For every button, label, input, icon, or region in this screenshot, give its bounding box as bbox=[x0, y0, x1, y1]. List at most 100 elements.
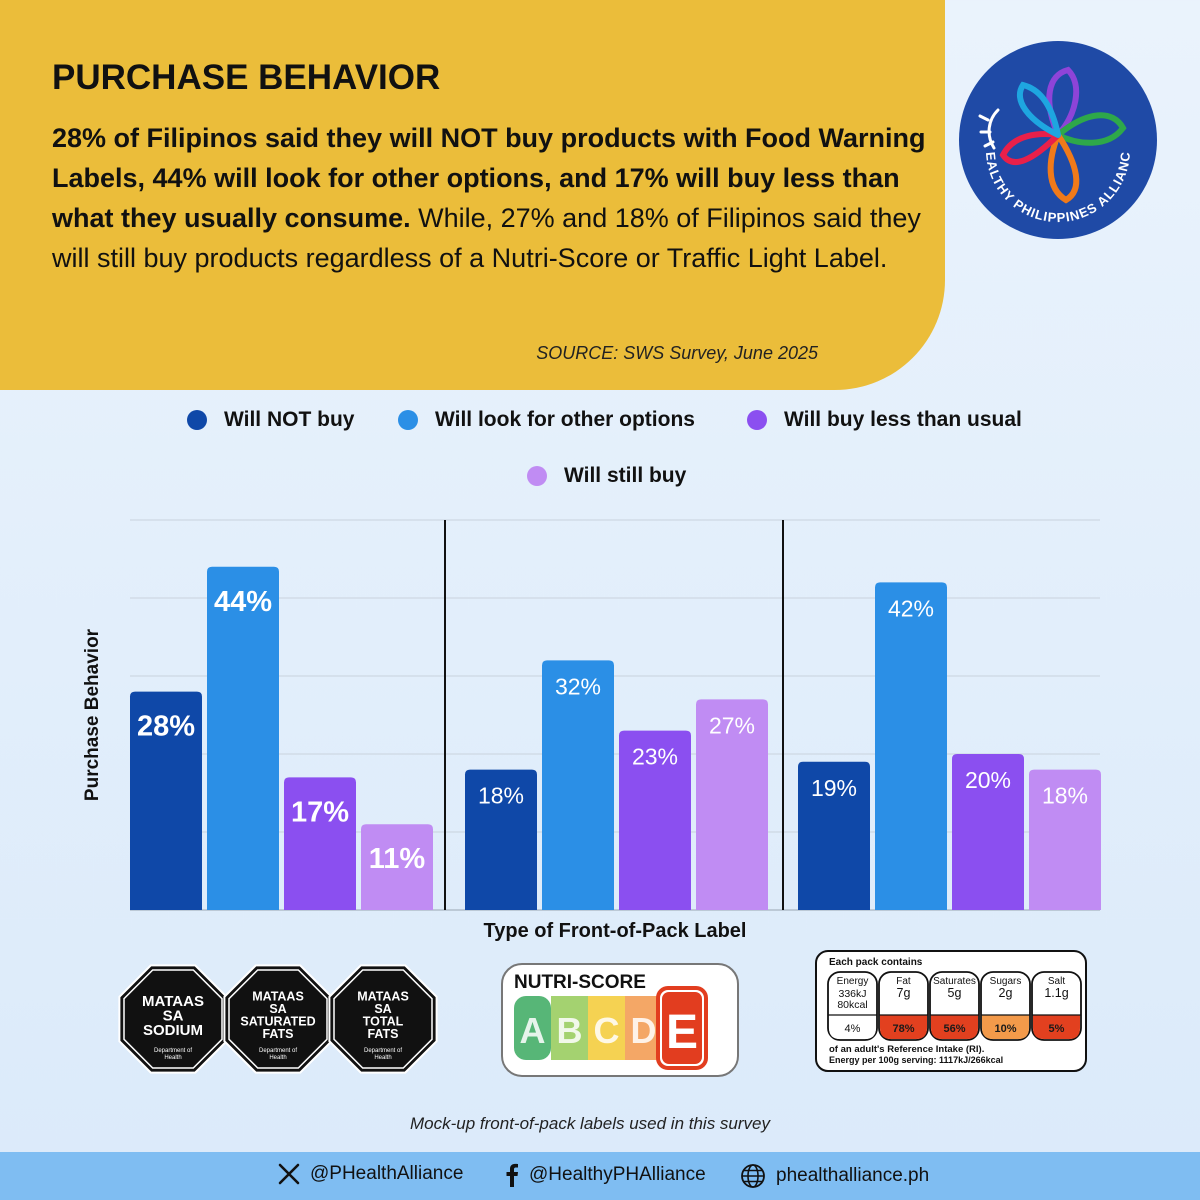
traffic-amount: 1.1g bbox=[1044, 986, 1068, 1000]
warning-text: FATS bbox=[262, 1027, 293, 1041]
traffic-percent: 10% bbox=[994, 1023, 1016, 1035]
facebook-icon bbox=[506, 1163, 518, 1187]
traffic-amount: 336kJ bbox=[838, 988, 866, 1000]
bar bbox=[875, 582, 947, 910]
traffic-amount: 5g bbox=[948, 986, 962, 1000]
warning-dept: Health bbox=[374, 1055, 391, 1061]
mockup-note: Mock-up front-of-pack labels used in thi… bbox=[410, 1114, 770, 1133]
summary-text: 28% of Filipinos said they will NOT buy … bbox=[52, 118, 942, 278]
warning-text: SA bbox=[374, 1002, 391, 1016]
data-label: 23% bbox=[632, 744, 678, 770]
bar bbox=[361, 824, 433, 910]
bar bbox=[798, 761, 870, 910]
warning-text: SA bbox=[163, 1007, 184, 1024]
traffic-percent: 78% bbox=[892, 1023, 914, 1035]
traffic-amount: 7g bbox=[897, 986, 911, 1000]
traffic-name: Sugars bbox=[990, 976, 1022, 987]
website-link[interactable]: phealthalliance.ph bbox=[740, 1163, 929, 1189]
nutri-letter: E bbox=[666, 1006, 698, 1059]
traffic-name: Saturates bbox=[933, 976, 976, 987]
nutri-letter: A bbox=[520, 1010, 546, 1051]
traffic-footer-2: Energy per 100g serving: 1117kJ/266kcal bbox=[829, 1055, 1003, 1065]
traffic-name: Salt bbox=[1048, 976, 1065, 987]
traffic-header: Each pack contains bbox=[829, 957, 923, 968]
bar bbox=[284, 777, 356, 910]
legend-look-other: Will look for other options bbox=[398, 408, 695, 432]
warning-text: MATAAS bbox=[357, 990, 409, 1004]
traffic-light-label: Each pack contains of an adult's Referen… bbox=[815, 950, 1087, 1072]
traffic-amount: 2g bbox=[999, 986, 1013, 1000]
flower-logo-icon bbox=[978, 66, 1127, 204]
warning-text: SATURATED bbox=[240, 1015, 315, 1029]
warning-dept: Department of bbox=[259, 1048, 297, 1054]
page-title: PURCHASE BEHAVIOR bbox=[52, 58, 441, 97]
legend-label: Will look for other options bbox=[435, 408, 695, 431]
data-label: 17% bbox=[291, 796, 349, 828]
traffic-amount-2: 80kcal bbox=[837, 999, 867, 1011]
warning-dept: Department of bbox=[364, 1048, 402, 1054]
legend-dot bbox=[527, 466, 547, 486]
bar bbox=[130, 691, 202, 910]
x-link[interactable]: @PHealthAlliance bbox=[278, 1163, 463, 1185]
warning-text: MATAAS bbox=[252, 990, 304, 1004]
nutri-score-title: NUTRI-SCORE bbox=[514, 972, 646, 993]
warning-dept: Department of bbox=[154, 1048, 192, 1054]
x-handle: @PHealthAlliance bbox=[310, 1163, 464, 1184]
warning-dept: Health bbox=[269, 1055, 286, 1061]
bar bbox=[952, 754, 1024, 910]
legend-dot bbox=[747, 410, 767, 430]
traffic-percent: 56% bbox=[943, 1023, 965, 1035]
bar bbox=[465, 769, 537, 910]
data-label: 28% bbox=[137, 711, 195, 743]
legend-label: Will NOT buy bbox=[224, 408, 355, 431]
warning-text: MATAAS bbox=[142, 993, 204, 1010]
data-label: 18% bbox=[1042, 783, 1088, 809]
traffic-name: Energy bbox=[837, 976, 869, 987]
data-label: 19% bbox=[811, 775, 857, 801]
nutri-letter: B bbox=[557, 1010, 583, 1051]
nutri-letter: D bbox=[631, 1010, 657, 1051]
globe-icon bbox=[741, 1164, 765, 1188]
traffic-percent: 5% bbox=[1049, 1023, 1065, 1035]
warning-text: SA bbox=[269, 1002, 286, 1016]
bar-chart: 28% 44% 17% 11% 18% 32% 23% 27% 19% 42% 20% 18% bbox=[130, 519, 1101, 911]
legend-label: Will still buy bbox=[564, 464, 687, 487]
nutri-segment bbox=[588, 996, 625, 1060]
header-panel bbox=[0, 0, 945, 390]
bar bbox=[1029, 769, 1101, 910]
warning-text: TOTAL bbox=[363, 1015, 404, 1029]
nutri-letter: C bbox=[594, 1010, 620, 1051]
data-label: 18% bbox=[478, 783, 524, 809]
footer-bar: @PHealthAlliance @HealthyPHAlliance phea… bbox=[0, 1152, 1200, 1200]
alliance-logo: HEALTHY PHILIPPINES ALLIANCE bbox=[958, 40, 1157, 239]
y-axis-label-text: Purchase Behavior bbox=[82, 628, 103, 802]
data-label: 32% bbox=[555, 673, 601, 699]
summary-bold: 28% of Filipinos said they will NOT buy … bbox=[52, 123, 926, 233]
bar bbox=[542, 660, 614, 910]
warning-text: SODIUM bbox=[143, 1022, 203, 1039]
nutri-segment bbox=[514, 996, 551, 1060]
nutri-segment bbox=[551, 996, 588, 1060]
data-label: 27% bbox=[709, 712, 755, 738]
bar bbox=[619, 730, 691, 910]
warning-text: FATS bbox=[367, 1027, 398, 1041]
x-axis-label: Type of Front-of-Pack Label bbox=[483, 920, 747, 942]
data-label: 44% bbox=[214, 586, 272, 618]
x-logo-icon bbox=[278, 1163, 300, 1185]
nutri-segment bbox=[625, 996, 662, 1060]
nutri-segment bbox=[662, 992, 702, 1064]
traffic-footer-1: of an adult's Reference Intake (RI). bbox=[829, 1044, 984, 1055]
data-label: 42% bbox=[888, 595, 934, 621]
facebook-link[interactable]: @HealthyPHAlliance bbox=[505, 1163, 706, 1187]
traffic-percent: 4% bbox=[845, 1023, 861, 1035]
legend-dot bbox=[187, 410, 207, 430]
